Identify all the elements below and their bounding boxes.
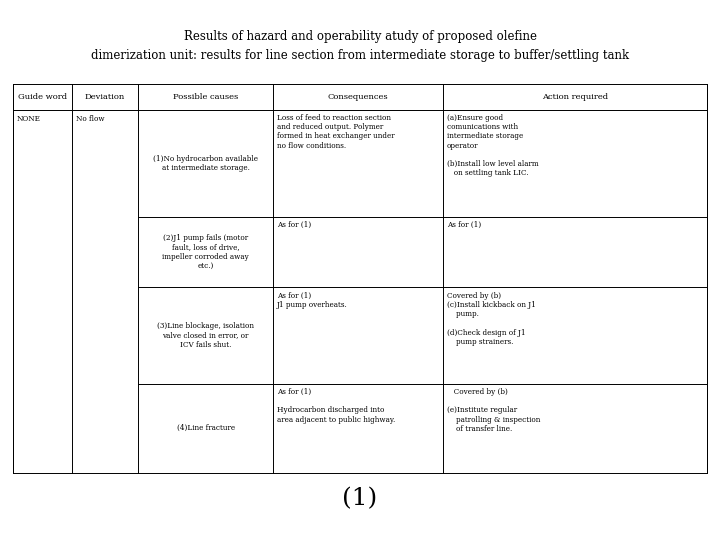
Text: As for (1)

Hydrocarbon discharged into
area adjacent to public highway.: As for (1) Hydrocarbon discharged into a… xyxy=(277,388,395,423)
Text: As for (1): As for (1) xyxy=(277,221,311,229)
Text: No flow: No flow xyxy=(76,115,104,123)
Text: Deviation: Deviation xyxy=(85,93,125,100)
Text: Covered by (b)

(e)Institute regular
    patrolling & inspection
    of transfer: Covered by (b) (e)Institute regular patr… xyxy=(447,388,540,433)
Text: As for (1): As for (1) xyxy=(447,221,481,229)
Bar xyxy=(13,110,707,472)
Text: Action required: Action required xyxy=(542,93,608,100)
Text: (4)Line fracture: (4)Line fracture xyxy=(176,424,235,432)
Text: Guide word: Guide word xyxy=(18,93,67,100)
Text: NONE: NONE xyxy=(17,115,40,123)
Text: Loss of feed to reaction section
and reduced output. Polymer
formed in heat exch: Loss of feed to reaction section and red… xyxy=(277,114,395,150)
Text: Covered by (b)
(c)Install kickback on J1
    pump.

(d)Check design of J1
    pu: Covered by (b) (c)Install kickback on J1… xyxy=(447,292,536,346)
Text: Results of hazard and operability atudy of proposed olefine: Results of hazard and operability atudy … xyxy=(184,30,536,43)
Text: (1)No hydrocarbon available
at intermediate storage.: (1)No hydrocarbon available at intermedi… xyxy=(153,154,258,172)
Text: As for (1)
J1 pump overheats.: As for (1) J1 pump overheats. xyxy=(277,292,348,309)
Text: (a)Ensure good
comunications with
intermediate storage
operator

(b)Install low : (a)Ensure good comunications with interm… xyxy=(447,114,539,177)
Bar xyxy=(13,84,707,110)
Text: Possible causes: Possible causes xyxy=(173,93,238,100)
Text: Consequences: Consequences xyxy=(328,93,389,100)
Text: (2)J1 pump fails (motor
fault, loss of drive,
impeller corroded away
etc.): (2)J1 pump fails (motor fault, loss of d… xyxy=(162,234,249,270)
Text: (1): (1) xyxy=(343,487,377,510)
Text: dimerization unit: results for line section from intermediate storage to buffer/: dimerization unit: results for line sect… xyxy=(91,49,629,62)
Text: (3)Line blockage, isolation
valve closed in error, or
ICV fails shut.: (3)Line blockage, isolation valve closed… xyxy=(157,322,254,349)
